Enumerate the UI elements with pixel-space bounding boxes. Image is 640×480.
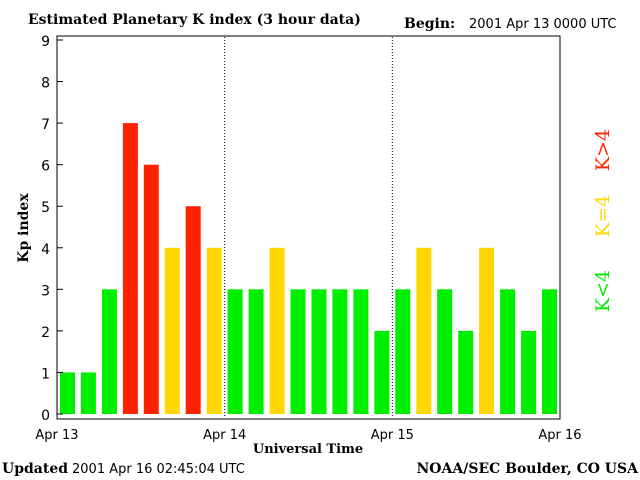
bar: [227, 289, 243, 414]
x-tick-label: Apr 14: [203, 428, 246, 443]
x-axis-label: Universal Time: [253, 442, 363, 457]
legend-mid: K=4: [592, 195, 614, 237]
plot-area: [56, 35, 561, 420]
begin-value: 2001 Apr 13 0000 UTC: [469, 17, 617, 32]
bar: [248, 289, 264, 414]
bar: [290, 289, 306, 414]
source-credit: NOAA/SEC Boulder, CO USA: [417, 461, 640, 477]
y-tick-label: 0: [41, 408, 50, 424]
bar: [311, 289, 327, 414]
y-tick-label: 7: [41, 117, 50, 133]
bar: [101, 289, 117, 414]
x-tick-label: Apr 16: [538, 428, 581, 443]
bar: [479, 247, 495, 414]
bar: [521, 330, 537, 414]
bar: [437, 289, 453, 414]
y-tick-label: 9: [41, 34, 50, 50]
bar: [185, 206, 201, 414]
x-tick-label: Apr 15: [371, 428, 414, 443]
bar: [416, 247, 432, 414]
y-tick-label: 2: [41, 325, 50, 341]
day-separators: [224, 37, 393, 418]
bar: [500, 289, 516, 414]
bar: [143, 164, 159, 414]
bar: [122, 123, 138, 414]
y-tick-label: 8: [41, 76, 50, 92]
updated-value: 2001 Apr 16 02:45:04 UTC: [72, 462, 245, 477]
y-tick-label: 1: [41, 366, 50, 382]
bar: [332, 289, 348, 414]
bar: [269, 247, 285, 414]
updated-label: Updated: [2, 461, 68, 477]
bar: [60, 372, 75, 414]
legend-high: K>4: [592, 129, 614, 171]
y-axis-label: Kp index: [16, 193, 32, 263]
y-tick-label: 4: [41, 242, 50, 258]
bar: [206, 247, 222, 414]
y-axis-ticks: 0 1 2 3 4 5 6 7 8 9: [41, 34, 63, 424]
x-tick-label: Apr 13: [35, 428, 78, 443]
bar: [542, 289, 557, 414]
bar: [458, 330, 474, 414]
legend-low: K<4: [592, 270, 614, 312]
bar: [164, 247, 180, 414]
y-tick-label: 3: [41, 283, 50, 299]
x-axis-ticks: Apr 13 Apr 14 Apr 15 Apr 16: [35, 428, 581, 443]
y-tick-label: 6: [41, 159, 50, 175]
bar: [353, 289, 369, 414]
chart-title: Estimated Planetary K index (3 hour data…: [28, 12, 361, 28]
y-tick-label: 5: [41, 200, 50, 216]
begin-label: Begin:: [404, 16, 455, 32]
bar: [395, 289, 411, 414]
bar: [374, 330, 390, 414]
bars: [60, 123, 557, 414]
bar: [80, 372, 96, 414]
